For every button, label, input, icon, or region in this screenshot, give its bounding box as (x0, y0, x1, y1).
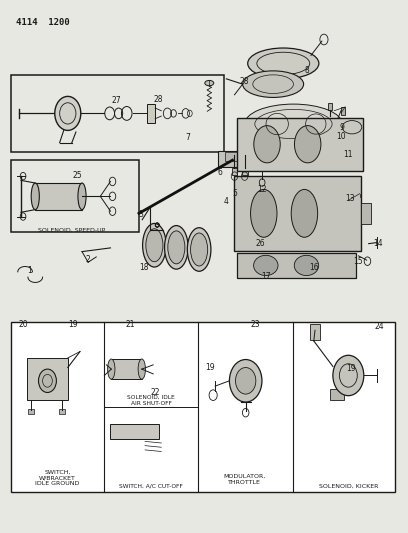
Text: SWITCH, A/C CUT-OFF: SWITCH, A/C CUT-OFF (119, 483, 183, 488)
Ellipse shape (138, 359, 145, 379)
Text: MODULATOR,
THROTTLE: MODULATOR, THROTTLE (224, 474, 266, 484)
Ellipse shape (291, 189, 318, 237)
Ellipse shape (78, 183, 86, 209)
Ellipse shape (295, 126, 321, 163)
Bar (28, 409, 34, 414)
Ellipse shape (294, 255, 319, 276)
Text: 12: 12 (257, 185, 267, 194)
Ellipse shape (164, 225, 188, 269)
Text: 19: 19 (68, 320, 78, 329)
Text: SOLENOID, SPEED-UP: SOLENOID, SPEED-UP (38, 228, 106, 233)
Ellipse shape (187, 228, 211, 271)
Text: SOLENOID, IDLE
AIR SHUT-OFF: SOLENOID, IDLE AIR SHUT-OFF (127, 395, 175, 406)
Text: 8: 8 (304, 67, 309, 75)
Text: 20: 20 (18, 320, 28, 329)
Ellipse shape (108, 359, 115, 379)
Circle shape (38, 369, 56, 392)
Ellipse shape (168, 231, 185, 264)
Text: 10: 10 (337, 132, 346, 141)
Bar (330, 389, 344, 400)
Bar (35, 183, 82, 209)
Text: 28: 28 (239, 77, 248, 86)
Circle shape (235, 368, 256, 394)
Bar (342, 118, 362, 136)
Text: 3: 3 (139, 210, 144, 219)
Ellipse shape (245, 104, 342, 144)
Text: 13: 13 (346, 194, 355, 203)
Text: 22: 22 (151, 388, 160, 397)
Text: 19: 19 (206, 363, 215, 372)
Text: 2: 2 (86, 255, 91, 264)
Text: 18: 18 (139, 263, 149, 272)
Bar (232, 168, 237, 174)
Text: 4: 4 (224, 197, 229, 206)
Text: 16: 16 (309, 263, 319, 272)
Ellipse shape (205, 80, 214, 86)
Ellipse shape (251, 189, 277, 237)
Bar (111, 359, 142, 379)
Text: 14: 14 (373, 239, 383, 248)
Bar (11, 160, 139, 232)
Text: 21: 21 (125, 320, 135, 329)
Text: 5: 5 (232, 189, 237, 198)
Bar (310, 324, 320, 340)
Bar (361, 203, 371, 224)
Text: 7: 7 (185, 133, 190, 142)
Text: 15: 15 (353, 257, 363, 265)
Text: SOLENOID, KICKER: SOLENOID, KICKER (319, 483, 378, 488)
Text: 19: 19 (346, 364, 356, 373)
Circle shape (55, 96, 81, 131)
Text: 25: 25 (72, 171, 82, 180)
Circle shape (333, 356, 364, 395)
Ellipse shape (143, 223, 166, 267)
Bar (147, 104, 155, 123)
Bar (11, 322, 395, 492)
Bar (225, 152, 237, 161)
Ellipse shape (254, 126, 280, 163)
Ellipse shape (243, 71, 304, 98)
Bar (328, 103, 332, 110)
Bar (11, 75, 224, 152)
Text: 11: 11 (344, 150, 353, 159)
Text: 6: 6 (218, 168, 223, 177)
Text: 27: 27 (112, 96, 122, 105)
Bar (237, 253, 357, 278)
Ellipse shape (191, 233, 208, 266)
Bar (341, 107, 345, 115)
Text: 9: 9 (340, 123, 345, 132)
Text: 24: 24 (374, 321, 384, 330)
Bar (218, 151, 239, 166)
Text: 26: 26 (255, 239, 265, 248)
Ellipse shape (31, 183, 39, 209)
Text: 23: 23 (250, 320, 259, 329)
Bar (111, 424, 159, 439)
Text: 17: 17 (262, 272, 271, 280)
Bar (235, 176, 361, 251)
Circle shape (229, 360, 262, 402)
Text: 1: 1 (28, 266, 32, 274)
Bar (242, 168, 248, 174)
Text: 28: 28 (154, 95, 163, 104)
Ellipse shape (254, 255, 278, 276)
Bar (237, 118, 363, 171)
Ellipse shape (146, 229, 163, 262)
Bar (59, 409, 65, 414)
Text: SWITCH,
W/BRACKET
IDLE GROUND: SWITCH, W/BRACKET IDLE GROUND (35, 470, 80, 486)
Ellipse shape (248, 48, 319, 79)
Text: 4114  1200: 4114 1200 (16, 18, 70, 27)
Bar (27, 358, 68, 400)
